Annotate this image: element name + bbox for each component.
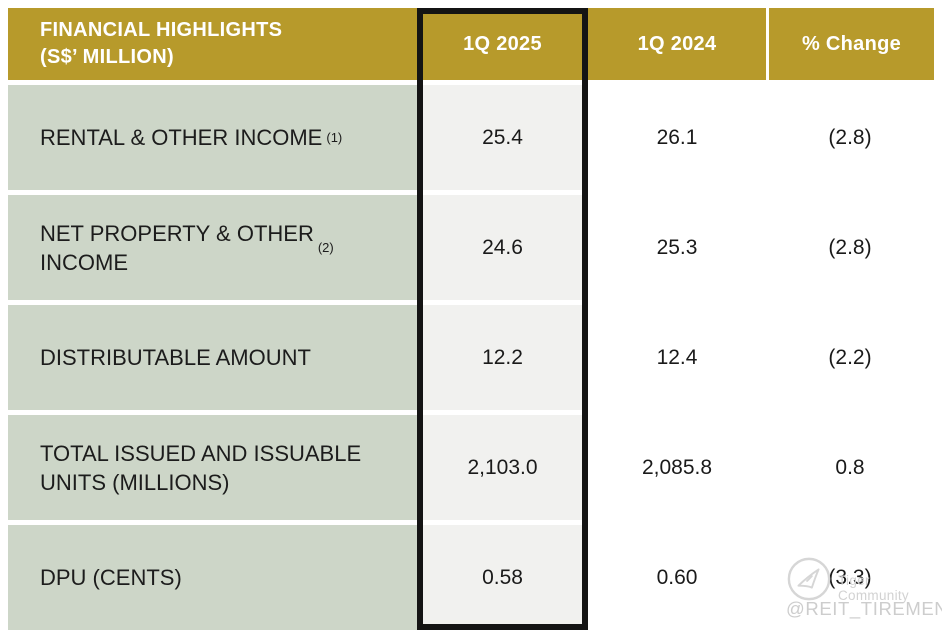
cell-netproperty-pct-change: (2.8) [766,195,934,300]
table-title-line1: FINANCIAL HIGHLIGHTS [40,19,283,41]
cell-units-1q2025: 2,103.0 [417,415,588,520]
row-label-text: TOTAL ISSUED AND ISSUABLE UNITS (MILLION… [40,440,362,495]
cell-dpu-1q2024: 0.60 [588,525,766,630]
cell-dpu-pct-change: (3.3) [766,525,934,630]
cell-units-1q2024: 2,085.8 [588,415,766,520]
watermark-community-label: Tiger Community [838,573,909,603]
row-label-distributable-amount: DISTRIBUTABLE AMOUNT [8,305,417,410]
row-label-total-units: TOTAL ISSUED AND ISSUABLE UNITS (MILLION… [8,415,417,520]
cell-distributable-pct-change: (2.2) [766,305,934,410]
row-label-text: DISTRIBUTABLE AMOUNT [40,345,311,370]
cell-rental-1q2025: 25.4 [417,85,588,190]
row-label-text: DPU (CENTS) [40,565,182,590]
cell-distributable-1q2024: 12.4 [588,305,766,410]
cell-netproperty-1q2024: 25.3 [588,195,766,300]
row-label-text: RENTAL & OTHER INCOME [40,125,323,150]
watermark-handle: @REIT_TIREMENT [786,598,942,619]
footnote-marker: (2) [317,240,334,255]
financial-highlights-table: FINANCIAL HIGHLIGHTS (S$’ MILLION) 1Q 20… [8,8,934,630]
column-header-1q2025: 1Q 2025 [417,8,588,80]
cell-dpu-1q2025: 0.58 [417,525,588,630]
cell-rental-1q2024: 26.1 [588,85,766,190]
column-header-pct-change: % Change [766,8,934,80]
row-label-rental-other-income: RENTAL & OTHER INCOME (1) [8,85,417,190]
row-label-net-property-income: NET PROPERTY & OTHER INCOME (2) [8,195,417,300]
community-bird-logo-icon [787,557,831,601]
row-label-dpu: DPU (CENTS) [8,525,417,630]
cell-units-pct-change: 0.8 [766,415,934,520]
cell-distributable-1q2025: 12.2 [417,305,588,410]
cell-rental-pct-change: (2.8) [766,85,934,190]
column-header-1q2024: 1Q 2024 [588,8,766,80]
footnote-marker: (1) [326,130,343,145]
table-title-line2: (S$’ MILLION) [40,46,174,68]
row-label-text: NET PROPERTY & OTHER INCOME [40,220,314,275]
table-header-title: FINANCIAL HIGHLIGHTS (S$’ MILLION) [8,8,417,80]
cell-netproperty-1q2025: 24.6 [417,195,588,300]
